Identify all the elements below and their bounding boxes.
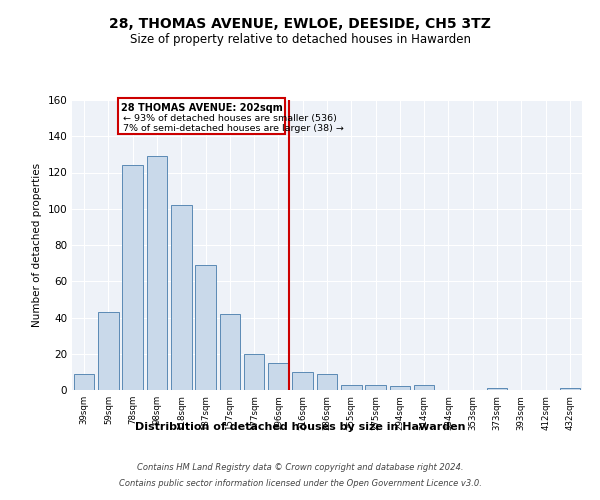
Bar (268, 363, 289, 390)
Text: Size of property relative to detached houses in Hawarden: Size of property relative to detached ho… (130, 32, 470, 46)
Text: 28 THOMAS AVENUE: 202sqm: 28 THOMAS AVENUE: 202sqm (121, 102, 283, 113)
Text: Distribution of detached houses by size in Hawarden: Distribution of detached houses by size … (135, 422, 465, 432)
Bar (122, 165, 143, 390)
Text: 7% of semi-detached houses are larger (38) →: 7% of semi-detached houses are larger (3… (123, 124, 344, 134)
Bar (341, 384, 362, 390)
Bar (389, 386, 410, 390)
Bar (292, 372, 313, 390)
Bar (74, 374, 94, 390)
Bar (317, 374, 337, 390)
Text: Contains public sector information licensed under the Open Government Licence v3: Contains public sector information licen… (119, 478, 481, 488)
Bar (560, 388, 580, 390)
Bar (244, 354, 265, 390)
Bar (220, 314, 240, 390)
Bar (171, 205, 191, 390)
Bar (118, 98, 285, 134)
Bar (98, 312, 119, 390)
Text: Contains HM Land Registry data © Crown copyright and database right 2024.: Contains HM Land Registry data © Crown c… (137, 464, 463, 472)
Bar (487, 388, 508, 390)
Text: 28, THOMAS AVENUE, EWLOE, DEESIDE, CH5 3TZ: 28, THOMAS AVENUE, EWLOE, DEESIDE, CH5 3… (109, 18, 491, 32)
Bar (195, 265, 216, 390)
Bar (146, 156, 167, 390)
Bar (365, 384, 386, 390)
Bar (414, 384, 434, 390)
Y-axis label: Number of detached properties: Number of detached properties (32, 163, 42, 327)
Text: ← 93% of detached houses are smaller (536): ← 93% of detached houses are smaller (53… (123, 114, 337, 122)
